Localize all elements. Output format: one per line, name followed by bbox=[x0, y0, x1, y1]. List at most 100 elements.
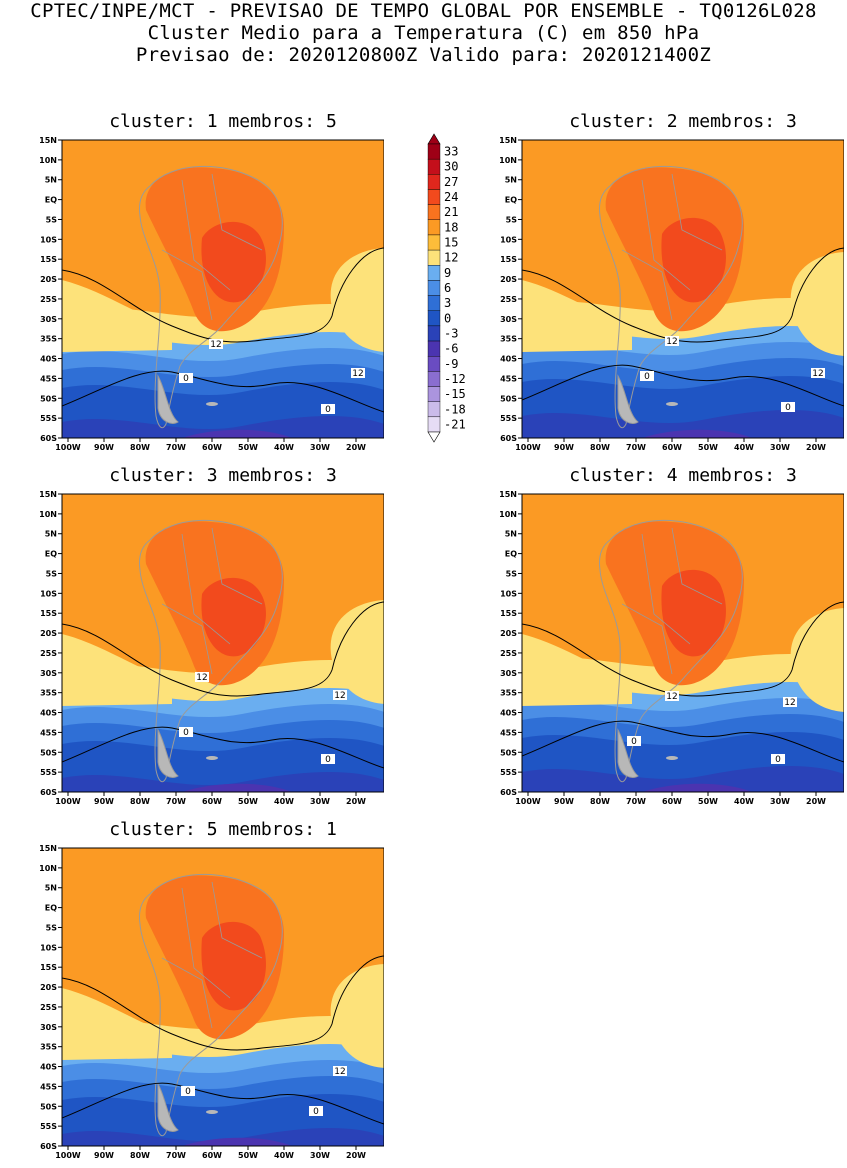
colorbar-swatch bbox=[427, 280, 441, 296]
contour-label-12: 12 bbox=[666, 692, 677, 702]
lat-tick-label: 45S bbox=[40, 374, 57, 383]
contour-label-0: 0 bbox=[185, 1087, 191, 1097]
map-panel-cluster-3: cluster: 3 membros: 3 12 12 0 0 15N 10N 5N EQ 5S… bbox=[22, 466, 384, 806]
colorbar-swatch bbox=[427, 386, 441, 402]
lat-tick-label: 55S bbox=[500, 414, 517, 423]
colorbar-arrow-bottom bbox=[427, 431, 441, 443]
lat-tick-label: 5S bbox=[46, 569, 58, 578]
lon-tick-label: 100W bbox=[55, 1151, 81, 1160]
temperature-field bbox=[62, 140, 384, 438]
contour-label-12: 12 bbox=[784, 698, 795, 708]
contour-label-0: 0 bbox=[785, 403, 791, 413]
contour-lines bbox=[522, 247, 844, 407]
colorbar-label: 30 bbox=[444, 160, 458, 174]
lat-tick-label: 20S bbox=[40, 275, 57, 284]
lon-tick-label: 20W bbox=[806, 443, 826, 452]
lon-tick-label: 40W bbox=[274, 443, 294, 452]
lon-tick-label: 90W bbox=[554, 797, 574, 806]
lat-tick-label: 40S bbox=[500, 709, 517, 718]
colorbar-label: 15 bbox=[444, 236, 458, 250]
lat-tick-label: 55S bbox=[40, 1122, 57, 1131]
lat-tick-label: 15N bbox=[499, 136, 517, 145]
lon-tick-label: 30W bbox=[310, 1151, 330, 1160]
lat-tick-label: 35S bbox=[40, 335, 57, 344]
colorbar-label: 18 bbox=[444, 220, 458, 234]
lat-tick-label: 60S bbox=[500, 788, 517, 797]
lat-tick-label: 10N bbox=[39, 156, 57, 165]
lat-tick-label: 30S bbox=[40, 315, 57, 324]
contour-label-0: 0 bbox=[183, 728, 189, 738]
chart-title-line-3: Previsao de: 2020120800Z Valido para: 20… bbox=[135, 44, 712, 66]
colorbar-label: 24 bbox=[444, 190, 458, 204]
map-frame bbox=[61, 847, 384, 1147]
contour-label-12: 12 bbox=[812, 369, 823, 379]
lon-tick-label: 70W bbox=[626, 797, 646, 806]
colorbar-swatch bbox=[427, 310, 441, 327]
lat-tick-label: 15N bbox=[499, 490, 517, 499]
lon-tick-label: 60W bbox=[202, 443, 222, 452]
lon-tick-label: 100W bbox=[515, 443, 541, 452]
map-panel-cluster-4: cluster: 4 membros: 3 12 12 0 0 15N 10N 5N EQ 5S… bbox=[482, 466, 844, 806]
lon-tick-label: 50W bbox=[238, 1151, 258, 1160]
lat-tick-label: 50S bbox=[40, 1102, 57, 1111]
lat-tick-label: 40S bbox=[40, 709, 57, 718]
map-svg: 12 12 0 0 15N 10N 5N EQ 5S 10S 15S 20S 25S 30S 35S 40S 4… bbox=[39, 136, 384, 452]
lat-tick-label: 60S bbox=[40, 1142, 57, 1151]
map-frame bbox=[521, 493, 844, 793]
colorbar-arrow-top bbox=[427, 133, 441, 145]
colorbar-swatch bbox=[427, 174, 441, 190]
lon-tick-label: 20W bbox=[806, 797, 826, 806]
lat-tick-label: 45S bbox=[500, 374, 517, 383]
lon-tick-label: 90W bbox=[554, 443, 574, 452]
lon-tick-label: 60W bbox=[662, 443, 682, 452]
chart-title-line-1: CPTEC/INPE/MCT - PREVISAO DE TEMPO GLOBA… bbox=[30, 0, 817, 22]
lon-tick-label: 30W bbox=[770, 797, 790, 806]
temperature-field bbox=[522, 140, 844, 438]
coastline bbox=[599, 165, 743, 429]
lat-tick-label: 5N bbox=[45, 530, 57, 539]
lat-tick-label: 15S bbox=[500, 609, 517, 618]
lon-tick-label: 50W bbox=[238, 443, 258, 452]
map-frame bbox=[521, 139, 844, 439]
panel-title: cluster: 2 membros: 3 bbox=[569, 111, 797, 132]
lon-tick-label: 40W bbox=[734, 443, 754, 452]
lat-tick-label: 60S bbox=[500, 434, 517, 443]
contour-label-12: 12 bbox=[210, 340, 221, 350]
lat-tick-label: 15N bbox=[39, 844, 57, 853]
lat-tick-label: 50S bbox=[40, 748, 57, 757]
coastline bbox=[139, 873, 283, 1137]
contour-label-0: 0 bbox=[313, 1107, 319, 1117]
panel-title: cluster: 5 membros: 1 bbox=[109, 819, 337, 840]
lat-tick-label: 15S bbox=[40, 963, 57, 972]
lon-tick-label: 30W bbox=[770, 443, 790, 452]
colorbar-swatch bbox=[427, 143, 441, 160]
colorbar-label: 9 bbox=[444, 266, 451, 280]
colorbar-label: -15 bbox=[444, 387, 466, 401]
map-svg: 12 0 0 15N 10N 5N EQ 5S 10S 15S 20S 25S 30S 35S 40S 45S… bbox=[39, 844, 384, 1160]
lon-tick-label: 100W bbox=[55, 797, 81, 806]
colorbar-swatch bbox=[427, 340, 441, 357]
contour-label-0: 0 bbox=[644, 372, 650, 382]
contour-label-12: 12 bbox=[334, 1067, 345, 1077]
lat-tick-label: 30S bbox=[500, 669, 517, 678]
colorbar-swatch bbox=[427, 371, 441, 387]
lat-tick-label: 5S bbox=[46, 215, 58, 224]
lat-tick-label: EQ bbox=[45, 550, 57, 559]
colorbar-swatch bbox=[427, 401, 441, 418]
lat-tick-label: 20S bbox=[500, 275, 517, 284]
map-frame bbox=[61, 139, 384, 439]
map-frame bbox=[61, 493, 384, 793]
lat-tick-label: 50S bbox=[40, 394, 57, 403]
lon-tick-label: 20W bbox=[346, 1151, 366, 1160]
chart-title-line-2: Cluster Medio para a Temperatura (C) em … bbox=[147, 22, 700, 44]
lat-tick-label: 20S bbox=[40, 983, 57, 992]
map-svg: 12 12 0 0 15N 10N 5N EQ 5S 10S 15S 20S 25S 30S 35S 40S 4… bbox=[499, 490, 844, 806]
lat-tick-label: 25S bbox=[40, 295, 57, 304]
lon-tick-label: 80W bbox=[590, 797, 610, 806]
lat-tick-label: 10N bbox=[499, 510, 517, 519]
colorbar-label: 33 bbox=[444, 145, 458, 159]
lat-tick-label: 15N bbox=[39, 490, 57, 499]
lon-tick-label: 60W bbox=[202, 797, 222, 806]
lat-tick-label: 20S bbox=[500, 629, 517, 638]
